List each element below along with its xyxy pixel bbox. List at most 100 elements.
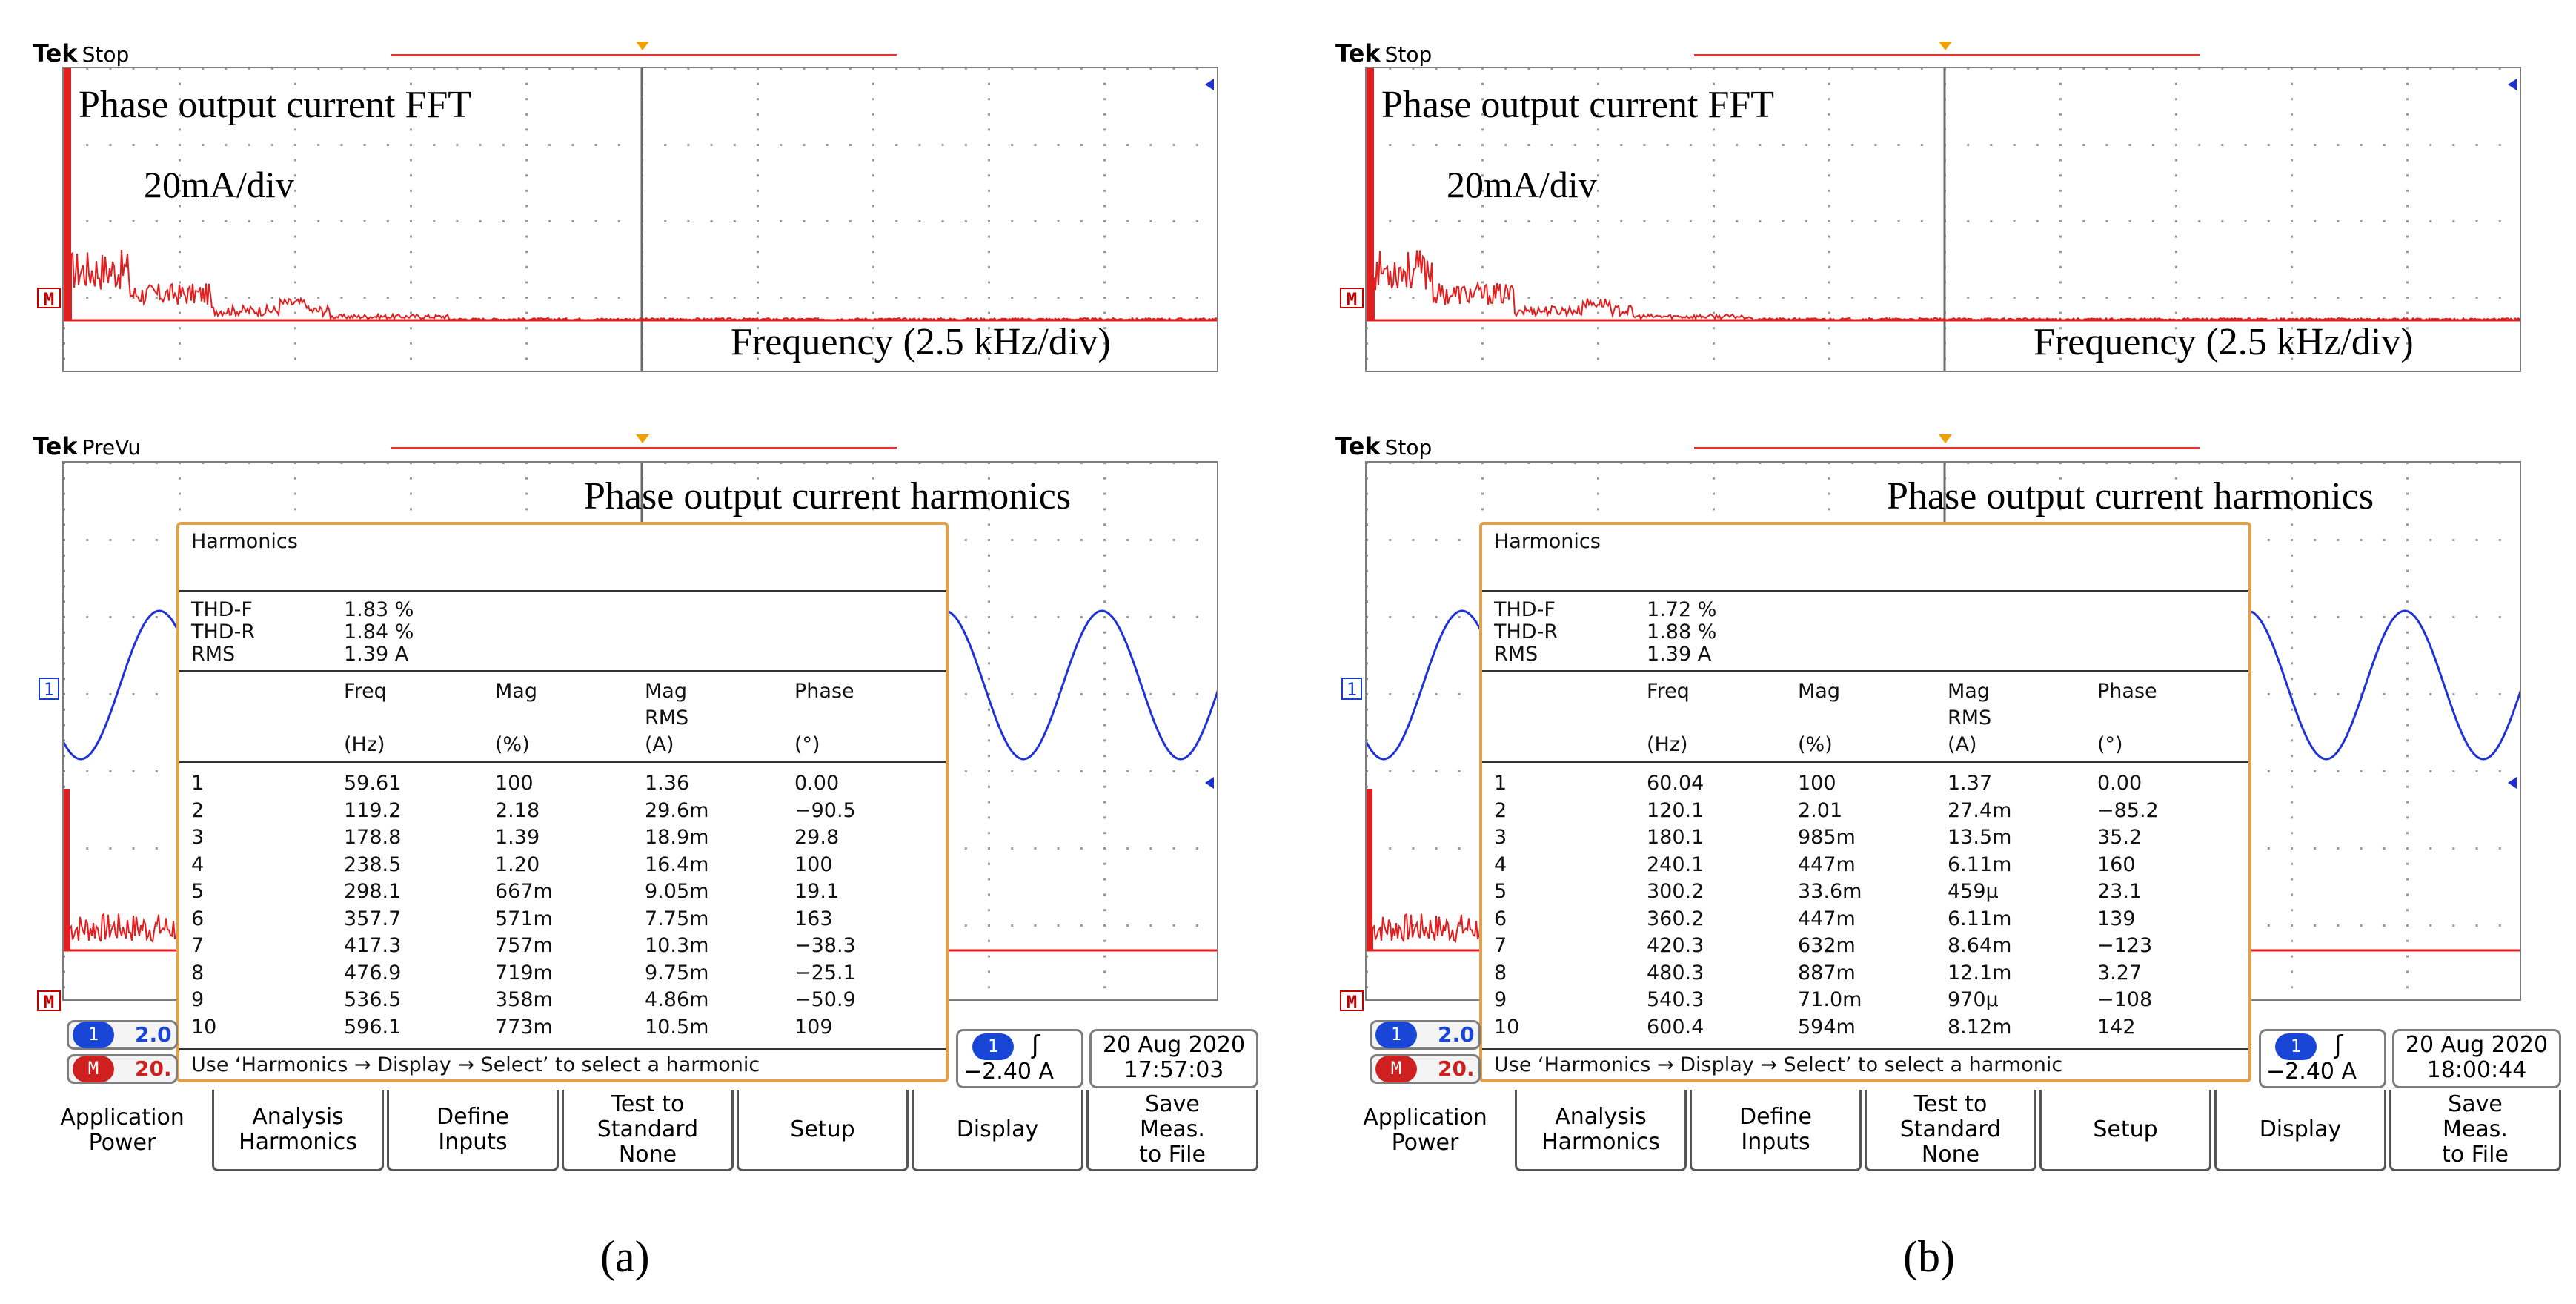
harmonics-table[interactable]: Harmonics THD-F 1.72 % THD-R 1.88 % RMS … — [1479, 522, 2251, 1082]
cell-magrms: 8.12m — [1948, 1015, 2012, 1039]
fft-screen[interactable]: Phase output current FFT 20mA/div Freque… — [62, 67, 1218, 372]
menu-define-inputs[interactable]: Define Inputs — [1690, 1090, 1862, 1171]
tek-logo: Tek — [33, 432, 78, 460]
ref-arrow-icon — [2508, 79, 2517, 90]
menu-analysis-harmonics[interactable]: Analysis Harmonics — [212, 1090, 384, 1171]
thd-r-value: 1.88 % — [1647, 620, 1717, 643]
cell-mag: 632m — [1798, 934, 1856, 957]
col-freq: Freq — [344, 680, 387, 703]
cell-phase: 100 — [794, 853, 833, 876]
col-magrms-unit: (A) — [1948, 733, 1977, 756]
softkey-menu: Application Power Analysis Harmonics Def… — [42, 1090, 1264, 1171]
menu-display[interactable]: Display — [912, 1090, 1083, 1171]
harmonics-box-title: Harmonics — [191, 530, 298, 553]
menu-analysis-harmonics[interactable]: Analysis Harmonics — [1515, 1090, 1687, 1171]
fft-graticule — [1367, 68, 2520, 371]
menu-application-power[interactable]: Application Power — [1363, 1105, 1487, 1156]
cell-mag: 33.6m — [1798, 880, 1862, 903]
bottom-header: Tek PreVu — [33, 431, 141, 461]
cell-n: 10 — [1494, 1015, 1520, 1039]
cell-magrms: 29.6m — [645, 798, 709, 822]
cell-n: 7 — [191, 934, 205, 957]
cell-n: 3 — [1494, 826, 1507, 849]
datetime-box: 20 Aug 2020 17:57:03 — [1089, 1029, 1258, 1088]
menu-save-meas[interactable]: Save Meas. to File — [2389, 1090, 2561, 1171]
rms-value: 1.39 A — [344, 643, 409, 666]
cell-mag: 71.0m — [1798, 988, 1862, 1011]
cell-phase: 160 — [2097, 853, 2136, 876]
cell-magrms: 970µ — [1948, 988, 1999, 1011]
harmonics-table[interactable]: Harmonics THD-F 1.83 % THD-R 1.84 % RMS … — [176, 522, 949, 1082]
cell-n: 1 — [1494, 772, 1507, 795]
menu-test-to-standard[interactable]: Test to Standard None — [1865, 1090, 2036, 1171]
cell-phase: −38.3 — [794, 934, 856, 957]
cell-freq: 480.3 — [1647, 961, 1704, 984]
cell-magrms: 8.64m — [1948, 934, 2012, 957]
trigger-source-pill: 1 — [972, 1033, 1014, 1060]
panel-a: Tek Stop Phase output current FFT 20mA/di… — [33, 39, 1264, 1281]
cell-freq: 600.4 — [1647, 1015, 1704, 1039]
date: 20 Aug 2020 — [2405, 1032, 2549, 1058]
thd-f-value: 1.83 % — [344, 598, 414, 621]
math-spike — [1367, 789, 1372, 950]
cell-phase: −25.1 — [794, 961, 856, 984]
cell-freq: 60.04 — [1647, 772, 1704, 795]
panel-b: Tek Stop Phase output current FFT 20mA/di… — [1303, 0, 2576, 1304]
math-spike — [64, 789, 70, 950]
cell-n: 1 — [191, 772, 205, 795]
cell-magrms: 4.86m — [645, 988, 709, 1011]
record-bar — [391, 447, 897, 449]
fft-title: Phase output current FFT — [79, 84, 472, 126]
rms-label: RMS — [191, 643, 236, 666]
math-pill: M — [1375, 1056, 1417, 1082]
cell-phase: −85.2 — [2097, 798, 2159, 822]
menu-setup[interactable]: Setup — [2039, 1090, 2211, 1171]
cell-magrms: 9.75m — [645, 961, 709, 984]
cell-magrms: 459µ — [1948, 880, 1999, 903]
cell-magrms: 10.3m — [645, 934, 709, 957]
cell-freq: 180.1 — [1647, 826, 1704, 849]
col-mag-unit: (%) — [495, 733, 530, 756]
math-trace — [1372, 913, 1484, 950]
cell-magrms: 16.4m — [645, 853, 709, 876]
menu-define-inputs[interactable]: Define Inputs — [387, 1090, 559, 1171]
acq-state: Stop — [1384, 42, 1433, 67]
fundamental-spike — [64, 68, 71, 320]
fft-screen[interactable]: Phase output current FFT 20mA/div Freque… — [1365, 67, 2521, 372]
cell-magrms: 13.5m — [1948, 826, 2012, 849]
cell-n: 4 — [191, 853, 205, 876]
thd-f-label: THD-F — [1494, 598, 1556, 621]
thd-r-label: THD-R — [1494, 620, 1558, 643]
fft-graticule — [64, 68, 1217, 371]
cell-magrms: 27.4m — [1948, 798, 2012, 822]
menu-display[interactable]: Display — [2214, 1090, 2386, 1171]
cell-magrms: 10.5m — [645, 1015, 709, 1039]
thd-r-label: THD-R — [191, 620, 256, 643]
cell-freq: 417.3 — [344, 934, 402, 957]
col-magrms: Mag — [1948, 680, 1990, 703]
harmonics-title: Phase output current harmonics — [1887, 475, 2374, 517]
trigger-pos-icon — [636, 42, 649, 50]
ch1-pill: 1 — [73, 1022, 114, 1048]
cell-magrms: 12.1m — [1948, 961, 2012, 984]
cell-phase: −50.9 — [794, 988, 856, 1011]
menu-test-to-standard[interactable]: Test to Standard None — [562, 1090, 734, 1171]
cell-freq: 357.7 — [344, 907, 402, 930]
col-freq-unit: (Hz) — [1647, 733, 1688, 756]
cell-phase: 0.00 — [794, 772, 840, 795]
cell-mag: 667m — [495, 880, 553, 903]
divider — [1482, 1048, 2248, 1050]
panel-caption: (b) — [1903, 1232, 1955, 1281]
cell-phase: 29.8 — [794, 826, 840, 849]
col-freq-unit: (Hz) — [344, 733, 385, 756]
menu-setup[interactable]: Setup — [737, 1090, 909, 1171]
ref-arrow-icon — [1205, 777, 1214, 789]
menu-application-power[interactable]: Application Power — [60, 1105, 185, 1156]
menu-save-meas[interactable]: Save Meas. to File — [1086, 1090, 1258, 1171]
cell-n: 3 — [191, 826, 205, 849]
divider — [1482, 670, 2248, 672]
col-phase: Phase — [2097, 680, 2157, 703]
bottom-header: Tek Stop — [1335, 431, 1432, 461]
cell-mag: 100 — [1798, 772, 1836, 795]
trigger-pos-icon — [1939, 434, 1952, 443]
